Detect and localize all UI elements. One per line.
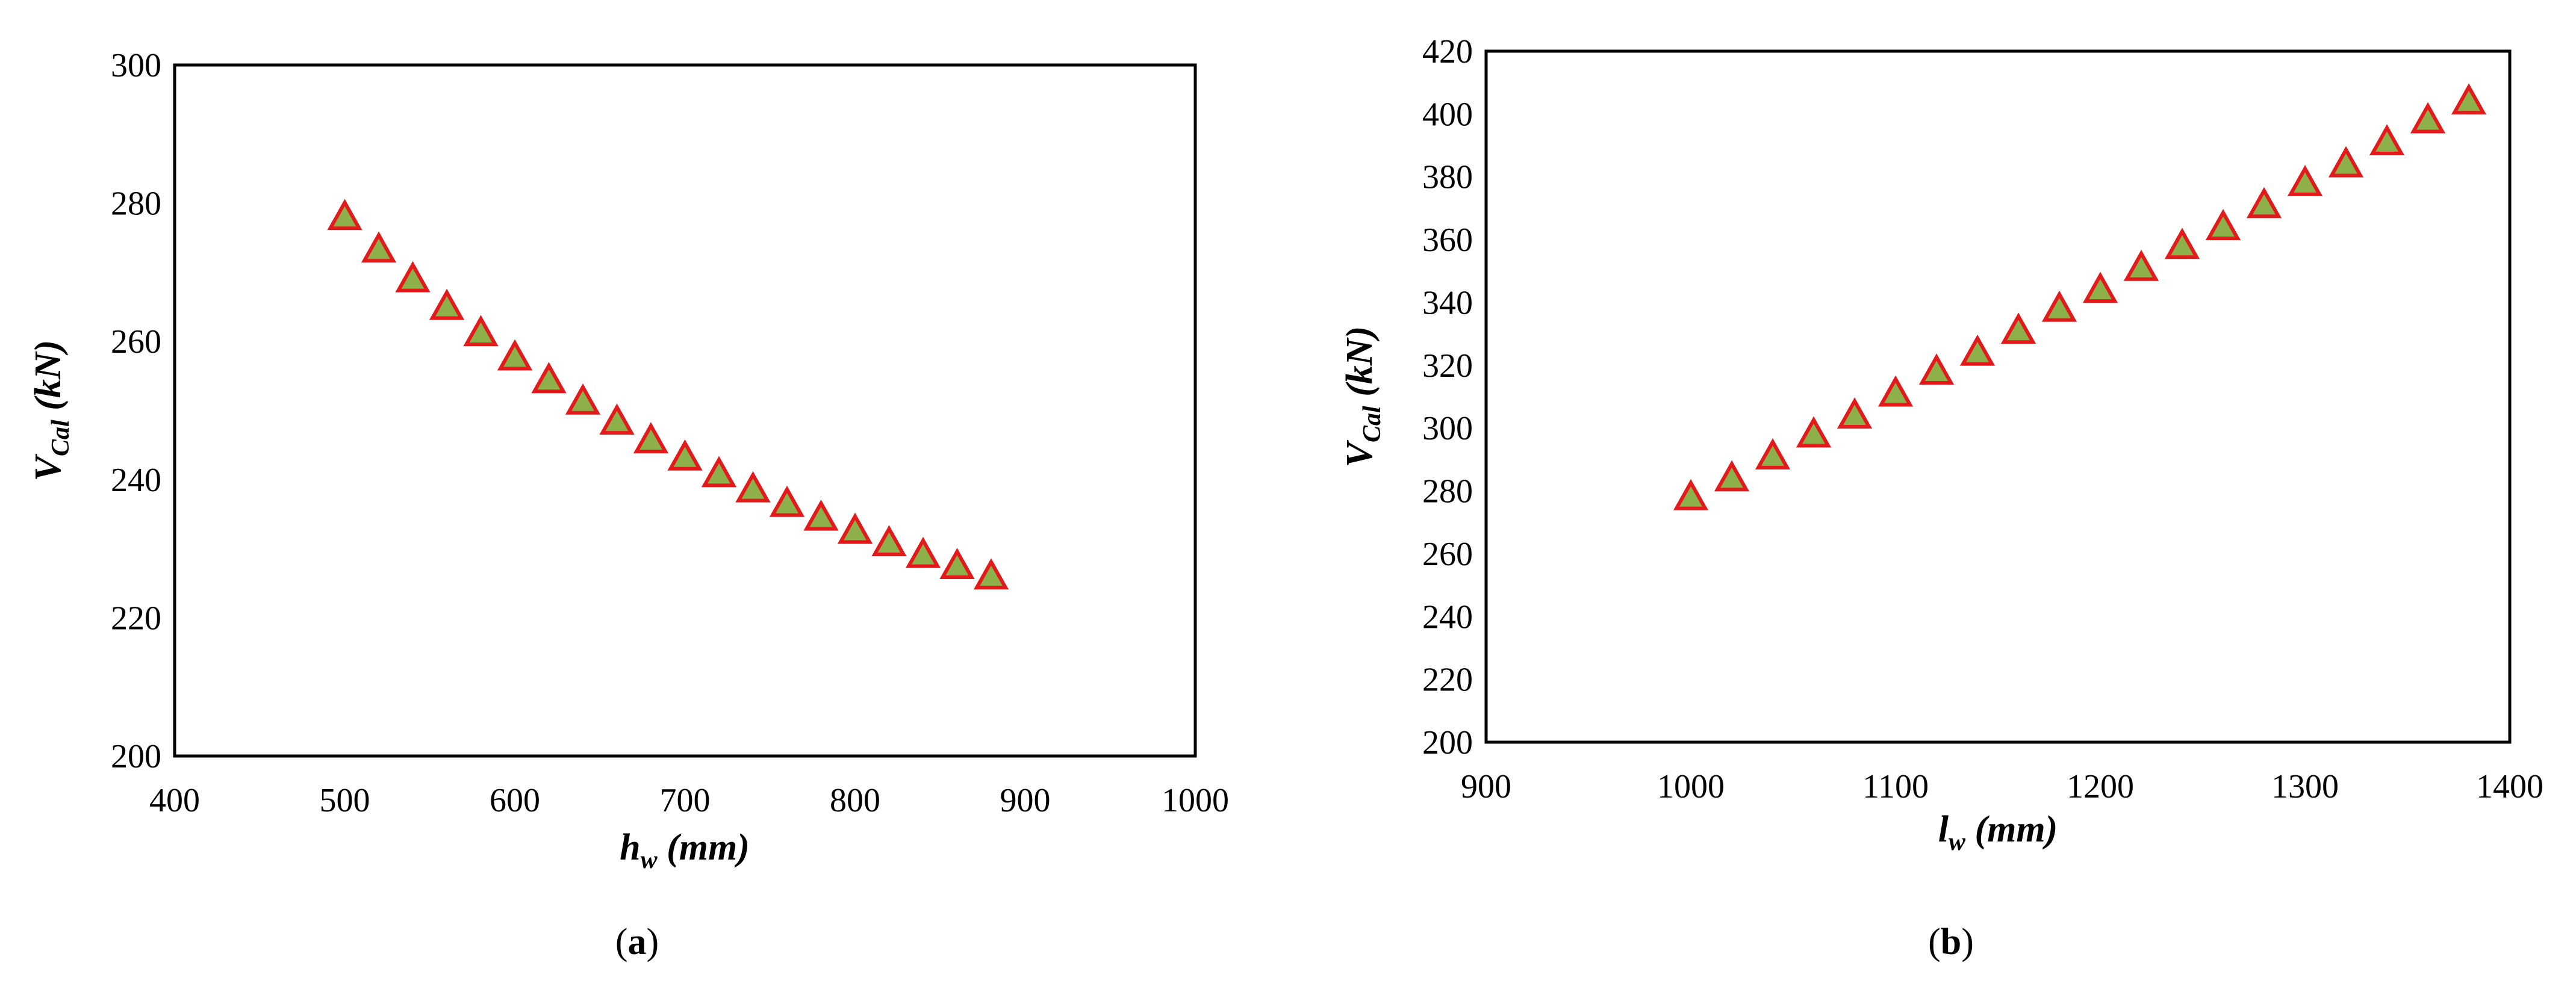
y-tick-label: 300	[111, 47, 161, 84]
y-tick-label: 400	[1422, 96, 1473, 133]
data-point	[871, 525, 907, 557]
data-point	[905, 536, 941, 568]
x-axis-label-b: lw (mm)	[1938, 809, 2058, 856]
tick-labels-a: 400 500 600 700 800 900 1000 200 220 240 260 280 300	[111, 47, 1229, 819]
tick-labels-b: 900 1000 1100 1200 1300 1400 200 220 240 260 280 30…	[1422, 33, 2543, 805]
data-point	[1714, 460, 1750, 492]
data-point	[1837, 397, 1873, 429]
x-axis-label-a: hw (mm)	[620, 827, 750, 874]
chart-panel-a: 400 500 600 700 800 900 1000 200 220 240 260 280 300…	[28, 47, 1229, 962]
data-point	[701, 456, 737, 488]
data-point	[463, 315, 499, 347]
y-tick-label: 220	[1422, 662, 1473, 699]
y-tick-label: 200	[111, 738, 161, 775]
data-point	[2000, 312, 2036, 344]
x-tick-label: 900	[1461, 768, 1511, 805]
data-point	[395, 261, 431, 293]
data-point	[361, 231, 397, 263]
data-point	[2410, 102, 2446, 134]
y-tick-label: 280	[111, 185, 161, 223]
data-point	[1959, 334, 1996, 366]
x-tick-label: 1300	[2271, 768, 2339, 805]
y-tick-label: 320	[1422, 347, 1473, 385]
data-point	[1755, 438, 1791, 470]
x-axis-label-subscript-a: w	[641, 846, 658, 874]
data-point	[803, 499, 839, 531]
y-tick-label: 240	[111, 462, 161, 499]
data-point	[939, 548, 975, 580]
y-tick-label: 300	[1422, 410, 1473, 447]
y-tick-label: 260	[111, 323, 161, 361]
x-tick-label: 900	[1000, 782, 1051, 819]
data-point	[2041, 290, 2077, 322]
panel-label-b: (b)	[1928, 922, 1974, 962]
data-point	[2451, 83, 2487, 115]
data-point	[497, 339, 533, 371]
data-point	[531, 362, 567, 394]
y-axis-label-subscript-b: Cal	[1358, 406, 1386, 442]
data-point	[2082, 271, 2118, 303]
plot-area-a	[173, 63, 1197, 758]
x-tick-label: 400	[149, 782, 200, 819]
x-tick-label: 700	[660, 782, 711, 819]
x-tick-label: 1400	[2476, 768, 2543, 805]
data-point	[1673, 479, 1709, 510]
data-point	[667, 439, 703, 471]
data-point	[327, 199, 362, 231]
plot-area-b	[1484, 49, 2512, 744]
x-tick-label: 500	[320, 782, 370, 819]
y-tick-label: 420	[1422, 33, 1473, 70]
data-point	[2369, 124, 2405, 156]
data-point	[2246, 187, 2282, 218]
y-tick-label: 340	[1422, 284, 1473, 321]
data-point	[2164, 228, 2200, 259]
y-tick-label: 280	[1422, 473, 1473, 510]
x-axis-label-subscript-b: w	[1949, 828, 1966, 856]
x-tick-label: 1000	[1657, 768, 1725, 805]
y-tick-label: 200	[1422, 724, 1473, 761]
data-point	[2287, 165, 2323, 196]
data-point	[429, 288, 465, 320]
panel-label-a: (a)	[615, 922, 659, 962]
data-point	[735, 471, 771, 503]
y-axis-label-a: VCal (kN)	[28, 340, 75, 482]
y-tick-label: 220	[111, 600, 161, 637]
data-point	[565, 383, 601, 415]
data-point	[837, 512, 873, 544]
chart-panel-b: 900 1000 1100 1200 1300 1400 200 220 240 260 280 30…	[1339, 33, 2543, 962]
y-tick-label: 380	[1422, 159, 1473, 196]
data-points-a	[327, 199, 1009, 590]
data-point	[599, 403, 635, 435]
y-tick-label: 240	[1422, 598, 1473, 636]
data-point	[1796, 416, 1832, 448]
y-tick-label: 360	[1422, 222, 1473, 259]
data-point	[1878, 375, 1914, 407]
data-point	[769, 485, 805, 517]
x-tick-label: 600	[490, 782, 540, 819]
data-point	[2205, 209, 2241, 240]
data-point	[973, 558, 1009, 590]
x-tick-label: 1000	[1162, 782, 1229, 819]
data-point	[2328, 146, 2364, 178]
data-point	[2123, 249, 2159, 281]
data-point	[1918, 353, 1955, 385]
y-axis-label-subscript-a: Cal	[47, 420, 75, 456]
x-tick-label: 1200	[2067, 768, 2134, 805]
x-tick-label: 800	[830, 782, 880, 819]
x-tick-label: 1100	[1862, 768, 1929, 805]
data-points-b	[1673, 83, 2487, 510]
y-axis-label-b: VCal (kN)	[1339, 326, 1386, 468]
y-tick-label: 260	[1422, 536, 1473, 573]
data-point	[633, 422, 669, 454]
